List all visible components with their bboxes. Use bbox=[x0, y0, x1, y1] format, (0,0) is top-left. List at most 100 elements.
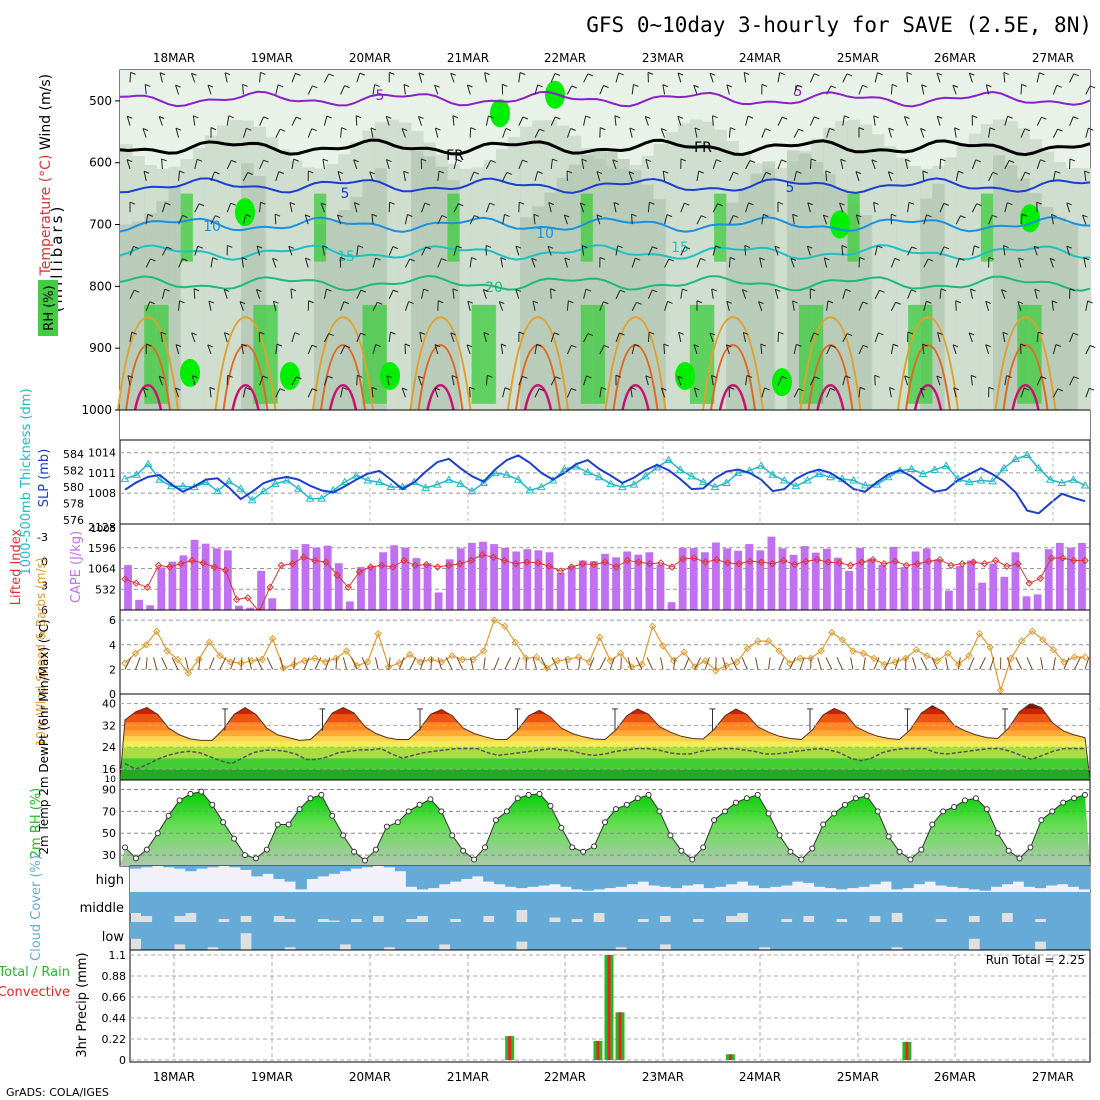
cape-bar bbox=[578, 560, 587, 610]
wind-barb bbox=[873, 202, 876, 213]
wind-barb-flag bbox=[1001, 289, 1007, 293]
cloud-cover-bar bbox=[339, 866, 351, 872]
cloud-cover-bar bbox=[394, 866, 407, 872]
wind-barb-10m bbox=[256, 657, 263, 670]
wind-barb-flag bbox=[844, 115, 850, 119]
cloud-cover-bar bbox=[516, 866, 528, 889]
rh-shading-cell bbox=[617, 158, 630, 410]
wind-barb-flag bbox=[247, 172, 253, 175]
wind-barb bbox=[971, 203, 978, 213]
wind-barb-flag bbox=[197, 245, 204, 249]
thickness-point bbox=[976, 476, 986, 484]
wind-barb-flag bbox=[920, 387, 926, 391]
surface-isotherm-arch bbox=[702, 316, 764, 411]
wind-barb bbox=[725, 344, 730, 355]
wind-barb bbox=[371, 387, 374, 398]
cape-bar bbox=[412, 558, 421, 610]
wind-barb bbox=[1052, 85, 1058, 95]
cloud-cover-bar bbox=[416, 892, 429, 916]
wind-barb bbox=[1003, 245, 1006, 256]
wind-barb-flag bbox=[986, 84, 992, 88]
rh-shading-cell bbox=[799, 304, 812, 404]
cloud-cover-bar bbox=[328, 892, 340, 921]
wind-speed-point bbox=[395, 659, 403, 667]
wind-barb-flag bbox=[798, 128, 804, 132]
wind-barb-flag bbox=[532, 300, 539, 304]
wind-barb bbox=[550, 116, 556, 126]
cloud-cover-bar bbox=[538, 866, 550, 886]
wind-speed-point bbox=[1028, 627, 1036, 635]
rh-shading-cell bbox=[871, 134, 885, 410]
cloud-cover-bar bbox=[516, 892, 528, 910]
wind-barb-flag bbox=[596, 171, 603, 175]
wind-barb bbox=[1083, 257, 1087, 268]
wind-barb-flag bbox=[499, 301, 505, 305]
rh-point bbox=[580, 848, 587, 855]
wind-barb-flag bbox=[1084, 170, 1090, 174]
lifted-index-point bbox=[177, 560, 185, 568]
wind-barb-flag bbox=[921, 84, 927, 88]
cape-bar bbox=[334, 563, 343, 610]
rh-point bbox=[809, 845, 816, 852]
surface-isotherm-arch bbox=[231, 384, 260, 411]
wind-barb bbox=[693, 85, 698, 95]
wind-barb-flag bbox=[149, 301, 155, 305]
wind-barb-flag bbox=[906, 71, 912, 75]
cloud-cover-bar bbox=[725, 866, 738, 885]
rh-shading-cell bbox=[144, 304, 157, 404]
temp-band bbox=[120, 747, 1090, 759]
wind-barb bbox=[1066, 245, 1071, 256]
wind-barb bbox=[923, 258, 929, 268]
wind-barb bbox=[874, 332, 879, 343]
wind-barb-flag bbox=[129, 201, 136, 205]
rh-shading-cell bbox=[920, 304, 933, 404]
wind-barb bbox=[421, 202, 426, 213]
wind-barb-flag bbox=[647, 71, 654, 75]
surface-isotherm-arch bbox=[507, 316, 569, 411]
wind-barb-10m bbox=[979, 657, 986, 670]
wind-barb bbox=[631, 258, 636, 268]
wind-barb-flag bbox=[377, 301, 383, 305]
wind-barb bbox=[241, 257, 244, 268]
cloud-cover-bar bbox=[405, 922, 418, 950]
wind-barb-flag bbox=[327, 375, 333, 379]
wind-barb-flag bbox=[539, 128, 545, 132]
wind-barb bbox=[323, 375, 329, 386]
cloud-cover-bar bbox=[869, 922, 881, 950]
rh-point bbox=[187, 790, 194, 797]
wind-barb bbox=[566, 85, 573, 95]
cape-bar bbox=[467, 542, 476, 610]
wind-barb bbox=[841, 245, 844, 256]
wind-barb-flag bbox=[519, 201, 525, 205]
cloud-cover-bar bbox=[229, 866, 241, 868]
wind-barb bbox=[583, 73, 589, 83]
lifted-index-point bbox=[445, 561, 453, 570]
wind-barb-flag bbox=[862, 301, 868, 305]
wind-barb-flag bbox=[483, 289, 489, 292]
thickness-point bbox=[432, 480, 442, 488]
wind-barb-flag bbox=[761, 83, 768, 87]
wind-barb-flag bbox=[765, 128, 771, 132]
wind-barb bbox=[744, 245, 747, 256]
wind-barb bbox=[453, 245, 458, 256]
wind-barb-flag bbox=[386, 375, 393, 379]
lifted-index-point bbox=[1047, 554, 1056, 562]
wind-speed-point bbox=[627, 663, 636, 671]
wind-barb-flag bbox=[733, 214, 739, 218]
wind-barb-10m bbox=[219, 657, 227, 670]
thickness-point bbox=[421, 483, 431, 491]
cloud-cover-bar bbox=[659, 892, 671, 916]
thickness-point bbox=[479, 478, 488, 486]
wind-barb bbox=[1004, 375, 1008, 386]
wind-barb-flag bbox=[146, 343, 152, 347]
wind-barb-flag bbox=[227, 374, 233, 378]
wind-barb-flag bbox=[635, 257, 641, 261]
cloud-cover-bar bbox=[207, 922, 219, 948]
cloud-cover-bar bbox=[902, 922, 914, 950]
thickness-point bbox=[143, 459, 153, 468]
wind-barb bbox=[403, 84, 406, 95]
wind-barb bbox=[774, 289, 779, 299]
thickness-tick-label: 576 bbox=[63, 514, 84, 527]
cloud-cover-bar bbox=[1001, 922, 1014, 950]
